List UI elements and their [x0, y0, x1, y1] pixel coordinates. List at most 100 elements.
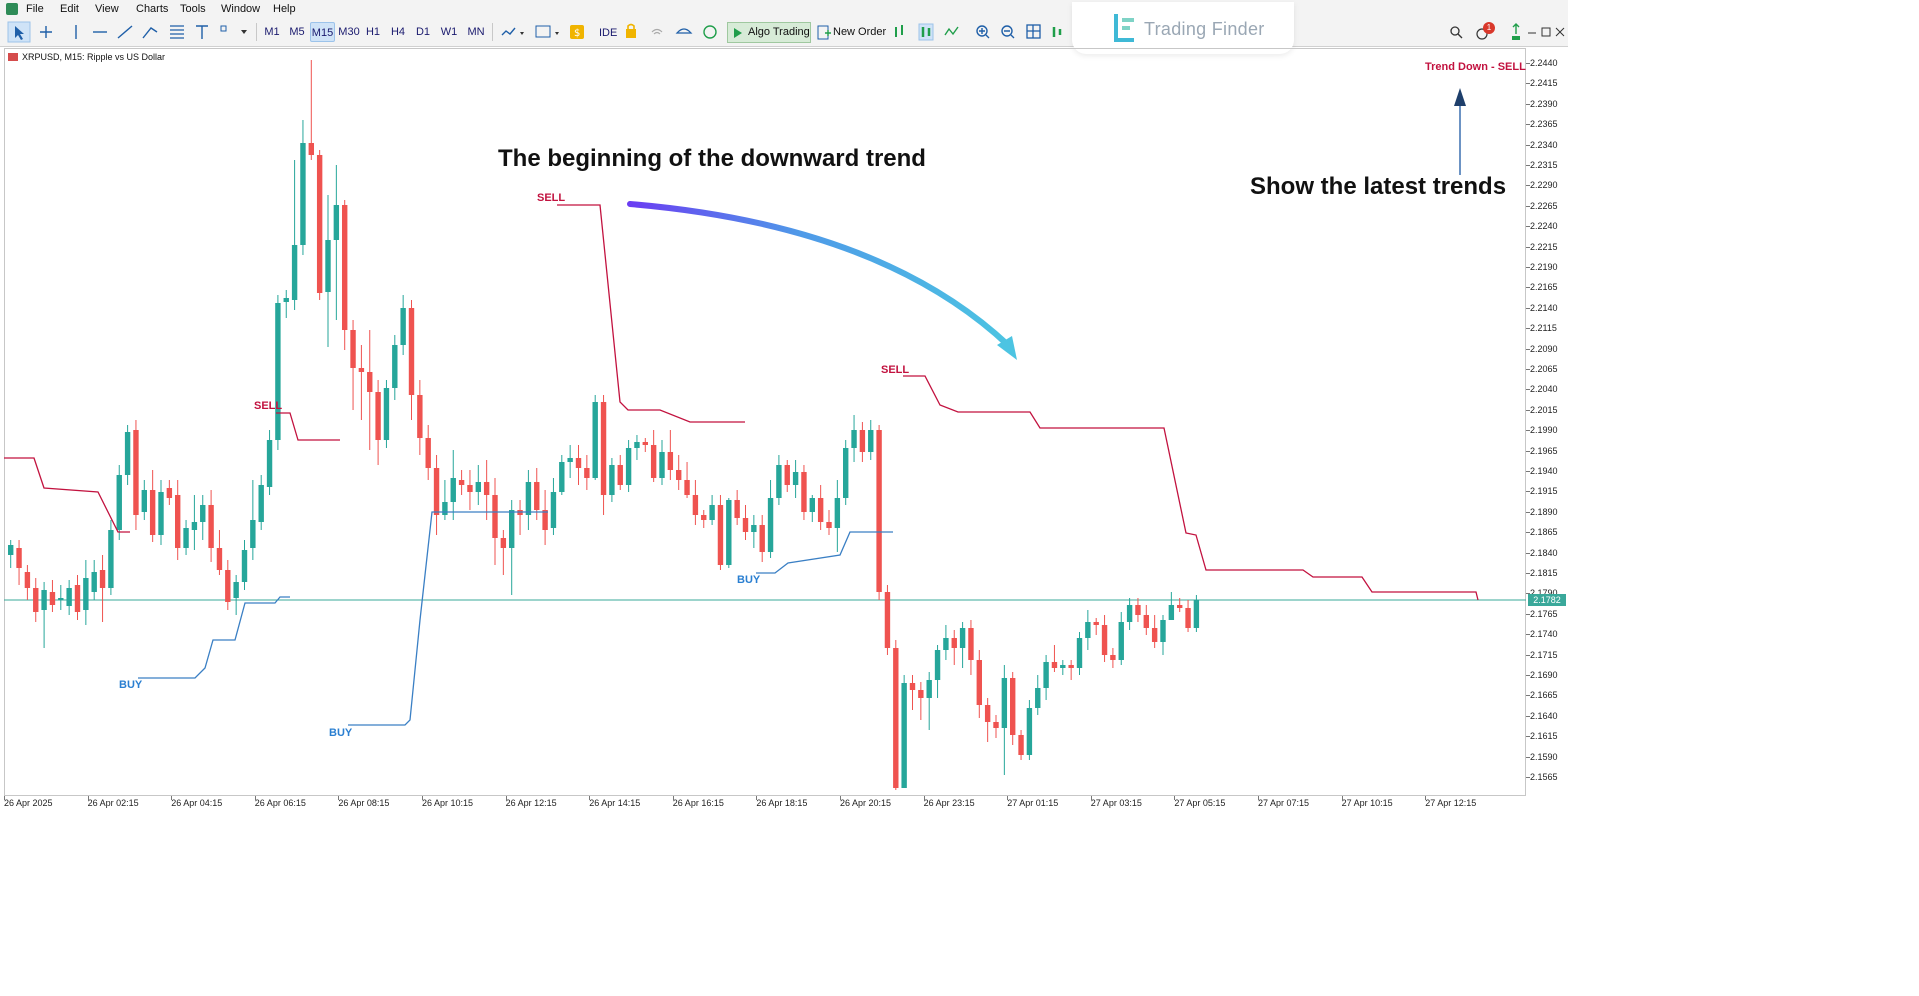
candle-body [642, 442, 648, 445]
candle-body [742, 518, 749, 532]
new-order-button[interactable]: New Order [815, 22, 903, 43]
lock-icon[interactable] [626, 29, 636, 38]
shapes-dropdown-icon[interactable] [241, 30, 247, 34]
notifications-icon[interactable]: 1 [1475, 22, 1497, 45]
candle-body [158, 492, 164, 535]
candle-body [58, 598, 64, 600]
price-axis-label: 2.1990 [1530, 425, 1558, 436]
tf-m1[interactable]: M1 [264, 26, 280, 38]
menu-file[interactable]: File [26, 3, 44, 15]
zoom-in-icon[interactable] [976, 25, 988, 37]
candle-body [1126, 605, 1133, 622]
candle-body [1001, 678, 1008, 728]
crosshair-icon[interactable] [40, 26, 52, 38]
candle-body [1026, 708, 1033, 755]
templates-icon[interactable] [535, 25, 551, 38]
chart-type-dropdown-icon[interactable] [520, 32, 524, 35]
candle-body [1035, 688, 1041, 708]
menu-window[interactable]: Window [221, 3, 261, 15]
search-icon[interactable] [1450, 26, 1464, 43]
time-axis-label: 27 Apr 10:15 [1341, 798, 1393, 808]
candle-body [1151, 628, 1158, 642]
price-axis-label: 2.1790 [1530, 588, 1558, 598]
line-chart-icon[interactable] [944, 26, 959, 36]
price-axis-tick [1526, 654, 1530, 656]
price-axis-tick [1526, 287, 1530, 289]
latest-trend-arrow-head [1454, 88, 1466, 106]
signal-strength-icon[interactable] [1510, 22, 1522, 45]
candle-body [16, 548, 22, 568]
time-axis-label: 27 Apr 01:15 [1007, 798, 1059, 808]
tf-h4[interactable]: H4 [390, 26, 406, 38]
tf-m15[interactable]: M15 [310, 22, 335, 42]
tf-d1[interactable]: D1 [415, 26, 431, 38]
price-axis-tick [1526, 450, 1530, 452]
tf-m5[interactable]: M5 [289, 26, 305, 38]
candle-body [483, 482, 490, 495]
candle-body [367, 372, 373, 392]
strategy-tester-icon[interactable] [703, 25, 717, 39]
text-tool-icon[interactable] [196, 25, 208, 39]
price-axis-label: 2.1915 [1530, 486, 1558, 497]
bar-chart-icon[interactable] [895, 25, 903, 37]
chart-type-icon[interactable] [501, 27, 516, 36]
candle-body [83, 578, 89, 610]
close-icon[interactable] [1555, 27, 1565, 37]
candle-body [1010, 678, 1016, 735]
candle-body [325, 240, 331, 292]
candle-body [1060, 665, 1066, 668]
shapes-icon[interactable] [220, 25, 227, 32]
buy-signal-label: BUY [119, 679, 143, 691]
candle-body [291, 245, 298, 300]
price-axis-label: 2.1840 [1530, 547, 1558, 558]
tf-h1[interactable]: H1 [365, 26, 381, 38]
fibonacci-icon[interactable] [170, 25, 184, 39]
price-axis-label: 2.2290 [1530, 180, 1558, 191]
candle-body [74, 585, 81, 612]
candle-body [408, 308, 415, 395]
menu-charts[interactable]: Charts [136, 3, 169, 15]
market-icon[interactable] [570, 25, 584, 39]
candle-body [701, 515, 707, 520]
vps-icon[interactable] [675, 28, 693, 34]
window-controls [1526, 25, 1566, 42]
menu-edit[interactable]: Edit [60, 3, 79, 15]
price-axis-label: 2.2215 [1530, 241, 1558, 252]
restore-icon[interactable] [1541, 27, 1551, 37]
candle-body [467, 485, 473, 492]
channel-icon[interactable] [142, 27, 158, 39]
autoscroll-icon[interactable] [1052, 27, 1062, 37]
candle-body [759, 525, 765, 552]
chart-area[interactable] [4, 48, 1526, 796]
algo-trading-button[interactable]: Algo Trading [727, 22, 811, 43]
menu-help[interactable]: Help [273, 3, 296, 15]
templates-dropdown-icon[interactable] [555, 32, 559, 35]
trendline-icon[interactable] [117, 25, 133, 39]
time-axis-tick [87, 796, 89, 800]
signals-icon[interactable] [651, 28, 663, 35]
candle-body [275, 303, 281, 440]
menu-view[interactable]: View [95, 3, 119, 15]
candle-body [868, 430, 874, 452]
price-chart[interactable] [0, 0, 1568, 815]
zoom-out-icon[interactable] [1001, 25, 1013, 37]
tf-mn[interactable]: MN [467, 26, 485, 38]
price-axis-tick [1526, 491, 1530, 493]
price-axis-tick [1526, 756, 1530, 758]
time-axis-tick [1090, 796, 1092, 800]
tf-m30[interactable]: M30 [338, 26, 360, 38]
candle-body [241, 550, 248, 582]
candle-body [383, 388, 390, 440]
candle-body [308, 143, 314, 155]
candle-body [116, 475, 122, 530]
candle-body [358, 368, 365, 372]
tf-w1[interactable]: W1 [440, 26, 458, 38]
time-axis-tick [505, 796, 507, 800]
price-axis-tick [1526, 675, 1530, 676]
menu-tools[interactable]: Tools [180, 3, 206, 15]
candle-body [1143, 615, 1149, 628]
price-axis-tick [1526, 695, 1530, 697]
ide-button[interactable]: IDE [599, 27, 617, 39]
candle-body [175, 495, 181, 548]
candle-body [976, 660, 982, 705]
